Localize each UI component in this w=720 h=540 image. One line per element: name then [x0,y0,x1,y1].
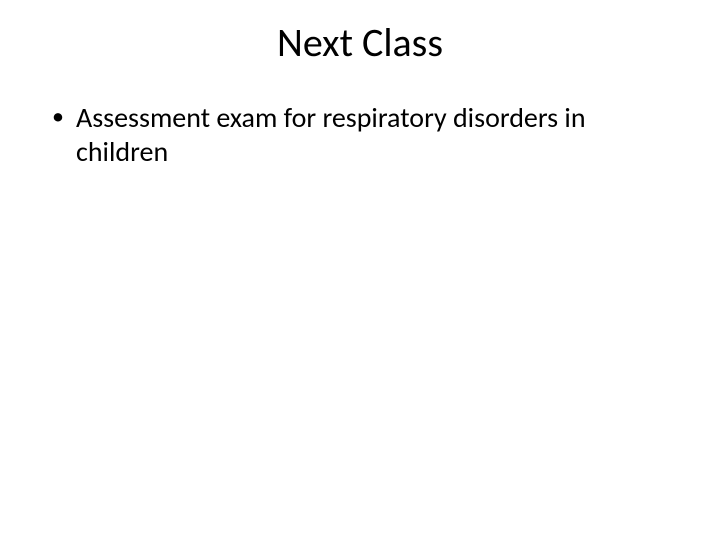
slide-body: Assessment exam for respiratory disorder… [40,101,680,168]
bullet-text: Assessment exam for respiratory disorder… [76,100,586,169]
slide-title: Next Class [40,18,680,67]
slide: Next Class Assessment exam for respirato… [0,0,720,540]
bullet-list: Assessment exam for respiratory disorder… [50,101,680,168]
list-item: Assessment exam for respiratory disorder… [50,101,680,168]
